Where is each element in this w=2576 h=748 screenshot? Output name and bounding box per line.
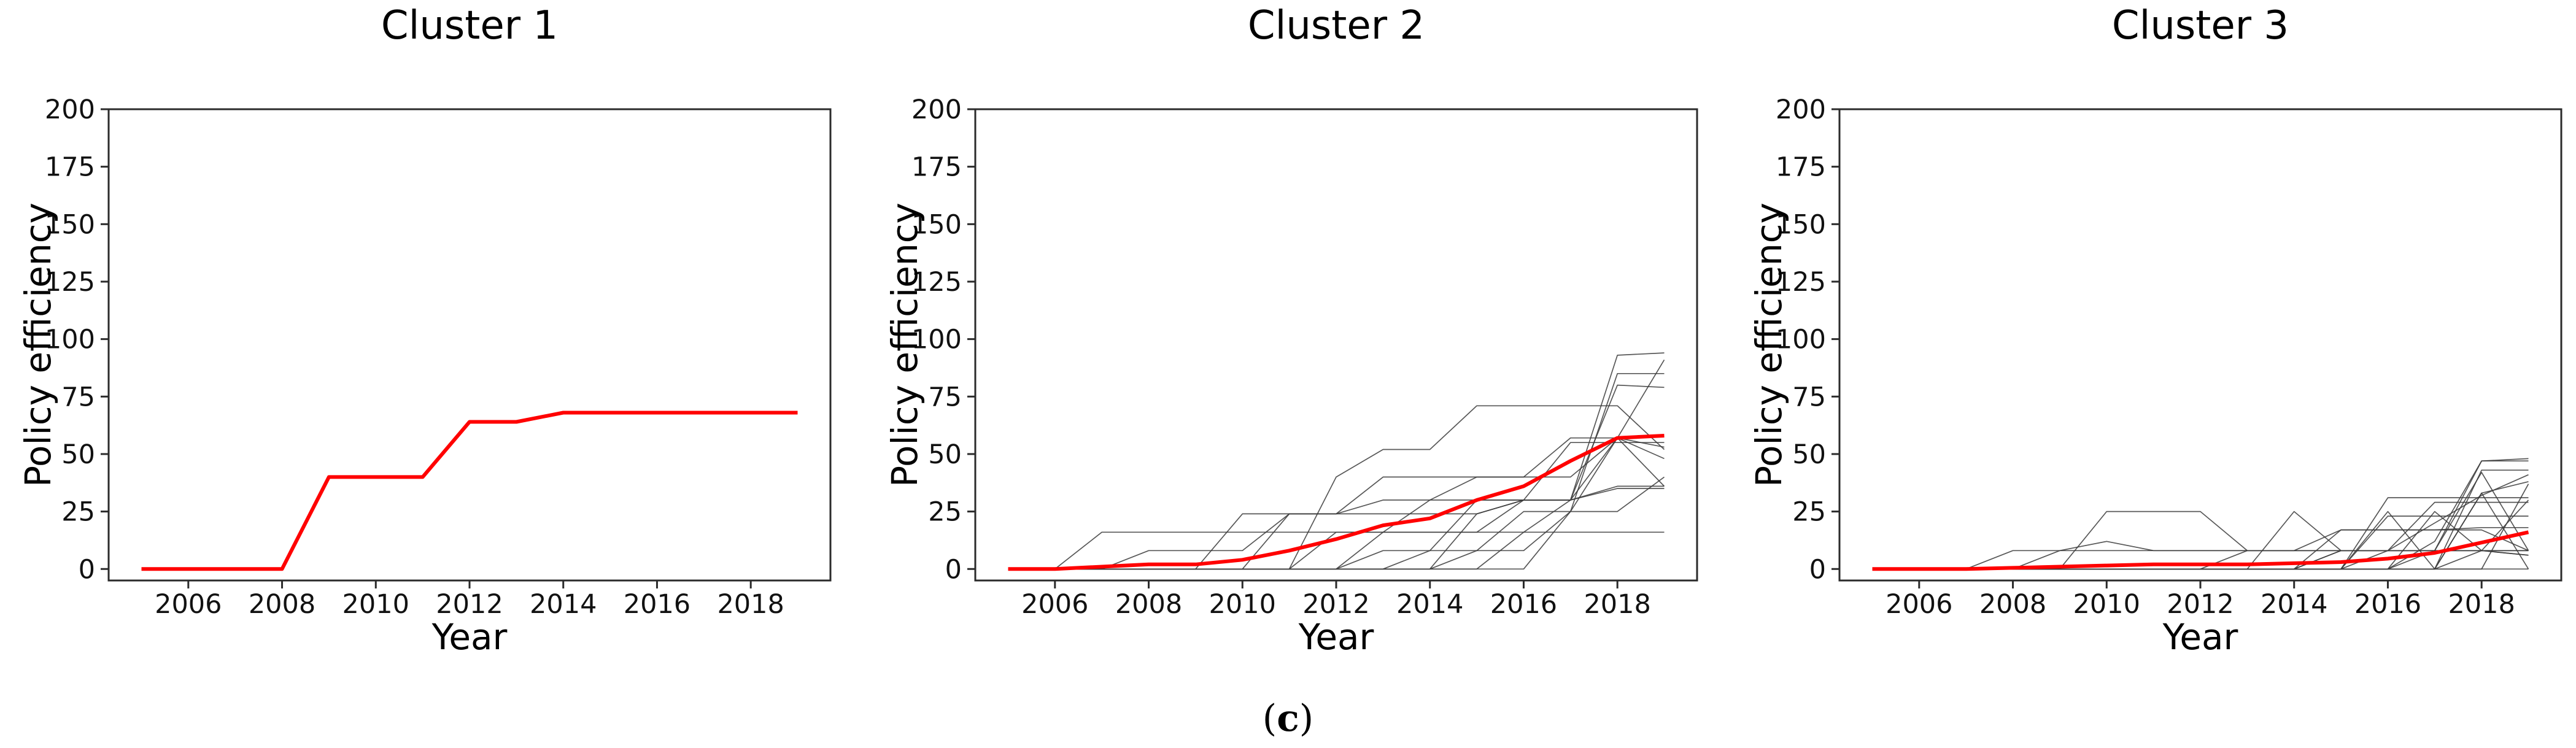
y-tick-label: 0: [945, 554, 962, 585]
x-tick-label: 2012: [1302, 589, 1369, 620]
cluster-mean-line: [141, 411, 798, 571]
x-tick-label: 2006: [1021, 589, 1088, 620]
panel-1-xlabel: Year: [431, 616, 508, 658]
x-tick-label: 2008: [249, 589, 315, 620]
y-tick-label: 100: [911, 325, 962, 355]
y-tick-label: 25: [61, 497, 95, 528]
x-tick-label: 2014: [2261, 589, 2327, 620]
member-trajectory-line: [1008, 476, 1665, 570]
x-tick-label: 2018: [1584, 589, 1650, 620]
figure-caption: (c): [0, 697, 2576, 740]
plot-border: [974, 108, 1698, 582]
y-tick-label: 200: [1776, 94, 1826, 125]
x-tick-label: 2016: [2354, 589, 2421, 620]
x-tick-label: 2006: [155, 589, 222, 620]
y-tick-label: 75: [61, 382, 95, 412]
member-trajectory-line: [1008, 405, 1665, 570]
panel-1-plot: 2006 2008 2010 2012 2014 2016 2018 0 25 50 75 100 12…: [45, 94, 832, 620]
x-tick-label: 2018: [717, 589, 784, 620]
cluster-mean-line: [1008, 434, 1665, 571]
y-tick-label: 25: [928, 497, 962, 528]
member-trajectory-line: [1872, 492, 2529, 570]
x-tick-label: 2008: [1979, 589, 2046, 620]
caption-open-paren: (: [1262, 697, 1277, 740]
member-trajectory-line: [1008, 488, 1665, 570]
panel-3-ylabel-box: Policy efficiency: [1714, 109, 1824, 580]
panel-3-xlabel: Year: [2162, 616, 2238, 658]
x-tick-label: 2014: [1396, 589, 1463, 620]
y-tick-label: 150: [911, 209, 962, 240]
panel-1-title: Cluster 1: [381, 3, 559, 48]
x-tick-label: 2010: [1209, 589, 1276, 620]
x-tick-label: 2006: [1886, 589, 1952, 620]
member-trajectory-line: [1872, 501, 2529, 570]
caption-close-paren: ): [1299, 697, 1314, 740]
y-tick-label: 175: [45, 152, 95, 183]
x-tick-label: 2012: [2167, 589, 2234, 620]
y-tick-label: 75: [1792, 382, 1826, 412]
y-tick-label: 200: [911, 94, 962, 125]
y-tick-label: 100: [45, 325, 95, 355]
y-tick-label: 125: [911, 267, 962, 298]
x-tick-label: 2016: [1490, 589, 1557, 620]
y-tick-label: 0: [79, 554, 95, 585]
member-trajectory-line: [1008, 437, 1665, 570]
panel-3-title: Cluster 3: [2111, 3, 2289, 48]
panel-3-ylabel: Policy efficiency: [1748, 202, 1790, 487]
panel-1-ylabel-box: Policy efficiency: [0, 109, 93, 580]
y-tick-label: 200: [45, 94, 95, 125]
x-tick-label: 2012: [436, 589, 503, 620]
member-trajectory-line: [1872, 499, 2529, 570]
panel-2-xlabel: Year: [1298, 616, 1374, 658]
y-tick-label: 175: [1776, 152, 1826, 183]
y-tick-label: 0: [1809, 554, 1826, 585]
member-trajectory-line: [1008, 485, 1665, 570]
y-tick-label: 175: [911, 152, 962, 183]
panel-2-plot: 2006 2008 2010 2012 2014 2016 2018 0 25 50 75 100 12…: [911, 94, 1698, 620]
x-tick-label: 2010: [2073, 589, 2140, 620]
member-trajectory-line: [1872, 484, 2529, 570]
y-tick-label: 150: [45, 209, 95, 240]
cluster-mean-line: [1872, 530, 2529, 571]
y-tick-label: 50: [1792, 439, 1826, 470]
member-trajectory-line: [1872, 511, 2529, 570]
y-tick-label: 25: [1792, 497, 1826, 528]
x-tick-label: 2014: [530, 589, 597, 620]
x-tick-label: 2010: [342, 589, 409, 620]
y-tick-label: 75: [928, 382, 962, 412]
panel-3-plot: 2006 2008 2010 2012 2014 2016 2018 0 25 50 75 100 12…: [1776, 94, 2562, 620]
x-tick-label: 2016: [624, 589, 690, 620]
x-tick-label: 2008: [1115, 589, 1182, 620]
y-tick-label: 150: [1776, 209, 1826, 240]
x-tick-label: 2018: [2448, 589, 2515, 620]
caption-letter: c: [1277, 697, 1299, 740]
y-tick-label: 125: [45, 267, 95, 298]
member-trajectory-line: [1872, 497, 2529, 570]
panel-2-ylabel: Policy efficiency: [884, 202, 926, 487]
y-tick-label: 50: [928, 439, 962, 470]
panel-2-title: Cluster 2: [1247, 3, 1425, 48]
y-tick-label: 50: [61, 439, 95, 470]
panel-1-ylabel: Policy efficiency: [17, 202, 60, 487]
panel-2-ylabel-box: Policy efficiency: [849, 109, 960, 580]
y-tick-label: 125: [1776, 267, 1826, 298]
member-trajectory-line: [1872, 515, 2529, 570]
plot-border: [107, 108, 832, 582]
member-trajectory-line: [1872, 511, 2529, 570]
y-tick-label: 100: [1776, 325, 1826, 355]
member-trajectory-line: [1008, 352, 1665, 570]
